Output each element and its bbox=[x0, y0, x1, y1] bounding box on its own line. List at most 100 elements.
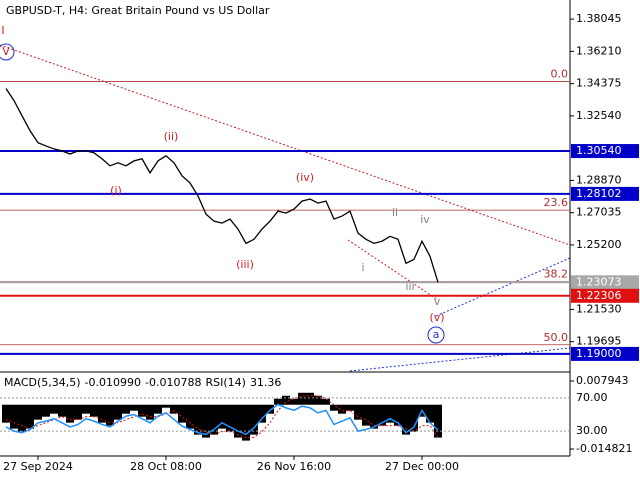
histogram-bar bbox=[346, 404, 354, 411]
x-tick-label: 26 Nov 16:00 bbox=[257, 460, 331, 473]
y-tick-label: 0.007943 bbox=[576, 374, 629, 387]
price-box bbox=[571, 288, 639, 303]
histogram-bar bbox=[258, 404, 266, 423]
price-box bbox=[571, 144, 639, 159]
histogram-bar bbox=[18, 404, 26, 432]
histogram-bar bbox=[114, 404, 122, 420]
histogram-bar bbox=[282, 395, 290, 405]
histogram-bar bbox=[66, 404, 74, 423]
header-part: MACD(5,34,5) bbox=[4, 376, 81, 389]
header-part: -0.010990 bbox=[85, 376, 141, 389]
price-box bbox=[571, 275, 639, 290]
fib-label: 0.0 bbox=[551, 67, 569, 80]
histogram-bar bbox=[426, 404, 434, 423]
histogram-bar bbox=[138, 404, 146, 417]
price-box bbox=[571, 186, 639, 201]
histogram-bar bbox=[82, 404, 90, 414]
y-tick-label: 1.36210 bbox=[576, 44, 622, 57]
histogram-bar bbox=[234, 404, 242, 438]
price-line bbox=[5, 88, 439, 283]
y-tick-label: 1.25200 bbox=[576, 238, 622, 251]
histogram-bar bbox=[298, 392, 306, 405]
y-tick-label: 1.32540 bbox=[576, 109, 622, 122]
histogram-bar bbox=[90, 404, 98, 417]
histogram-bar bbox=[322, 398, 330, 405]
histogram-bar bbox=[242, 404, 250, 441]
trend-line bbox=[349, 347, 571, 372]
histogram-bar bbox=[218, 404, 226, 429]
fib-label: 50.0 bbox=[544, 331, 569, 344]
chart-title: GBPUSD-T, H4: Great Britain Pound vs US … bbox=[6, 4, 270, 17]
header-part: -0.010788 bbox=[145, 376, 201, 389]
y-tick-label: 1.21530 bbox=[576, 302, 622, 315]
histogram-bar bbox=[330, 404, 338, 411]
x-tick-label: 27 Sep 2024 bbox=[3, 460, 73, 473]
histogram-bar bbox=[50, 404, 58, 414]
wave-circle bbox=[0, 43, 15, 61]
y-tick-label: 1.38045 bbox=[576, 12, 622, 25]
histogram-bar bbox=[386, 404, 394, 423]
histogram-bar bbox=[74, 404, 82, 420]
signal-line bbox=[5, 395, 439, 439]
wave-label: ii bbox=[392, 206, 398, 219]
y-tick-label: -0.014821 bbox=[576, 442, 632, 455]
price-label: 1.22306 bbox=[576, 289, 622, 302]
histogram-bar bbox=[170, 404, 178, 414]
price-box bbox=[571, 346, 639, 361]
histogram-bar bbox=[370, 404, 378, 429]
price-label: 1.19000 bbox=[576, 347, 622, 360]
price-label: 1.28102 bbox=[576, 187, 622, 200]
histogram-bar bbox=[266, 404, 274, 414]
histogram-bar bbox=[202, 404, 210, 438]
y-tick-label: 1.34375 bbox=[576, 77, 622, 90]
histogram-bar bbox=[274, 398, 282, 405]
histogram-bar bbox=[10, 404, 18, 429]
histogram-bar bbox=[410, 404, 418, 432]
header-part: 31.36 bbox=[250, 376, 282, 389]
y-tick-label: 30.00 bbox=[576, 424, 608, 437]
wave-label: V bbox=[2, 45, 10, 58]
rsi-line bbox=[5, 403, 439, 436]
x-tick-label: 28 Oct 08:00 bbox=[130, 460, 202, 473]
wave-label: iii bbox=[405, 280, 414, 293]
wave-label: i bbox=[361, 261, 364, 274]
wave-circle bbox=[427, 326, 445, 344]
histogram-bar bbox=[106, 404, 114, 426]
wave-label: (v) bbox=[429, 311, 444, 324]
histogram-bar bbox=[402, 404, 410, 435]
y-tick-label: 1.28870 bbox=[576, 173, 622, 186]
histogram-bar bbox=[378, 404, 386, 426]
histogram-bar bbox=[34, 404, 42, 420]
wave-label: (iv) bbox=[296, 171, 314, 184]
y-tick-label: 1.27035 bbox=[576, 206, 622, 219]
wave-label: (ii) bbox=[164, 130, 179, 143]
histogram-bar bbox=[26, 404, 34, 429]
wave-label: (iii) bbox=[236, 258, 254, 271]
histogram-bar bbox=[306, 392, 314, 405]
histogram-bar bbox=[58, 404, 66, 417]
histogram-bar bbox=[394, 404, 402, 426]
fib-label: 23.6 bbox=[544, 196, 569, 209]
histogram-bar bbox=[362, 404, 370, 426]
trend-line bbox=[435, 257, 571, 317]
y-tick-label: 1.19695 bbox=[576, 335, 622, 348]
trend-line bbox=[0, 44, 571, 246]
histogram-bar bbox=[226, 404, 234, 432]
histogram-bar bbox=[290, 398, 298, 405]
price-label: 1.30540 bbox=[576, 144, 622, 157]
x-tick-label: 27 Dec 00:00 bbox=[385, 460, 459, 473]
wave-label: a bbox=[433, 328, 440, 341]
histogram-bar bbox=[186, 404, 194, 429]
fib-label: 38.2 bbox=[544, 267, 569, 280]
wave-label: iv bbox=[420, 213, 430, 226]
histogram-bar bbox=[354, 404, 362, 420]
histogram-bar bbox=[146, 404, 154, 420]
histogram-bar bbox=[42, 404, 50, 417]
histogram-bar bbox=[194, 404, 202, 435]
histogram-bar bbox=[250, 404, 258, 435]
wave-label: (i) bbox=[110, 184, 122, 197]
histogram-bar bbox=[210, 404, 218, 435]
histogram-bar bbox=[154, 404, 162, 414]
histogram-bar bbox=[338, 404, 346, 414]
wave-label: v bbox=[434, 295, 441, 308]
